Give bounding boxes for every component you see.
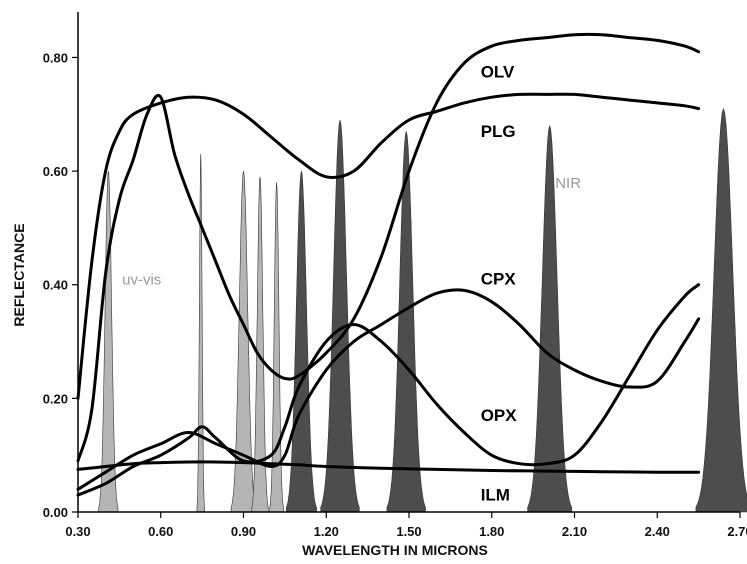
- reflectance-curves: [76, 32, 701, 497]
- axes: 0.30 0.60 0.90 1.20 1.50 1.80 2.10 2.40 2.70 0.00…: [43, 12, 747, 539]
- band-nir-7: [386, 131, 426, 513]
- y-tick-label: 0.60: [43, 164, 68, 179]
- label-cpx: CPX: [481, 270, 517, 289]
- curve-cpx: [76, 288, 701, 491]
- curve-opx: [76, 283, 701, 497]
- band-uvvis-3: [251, 176, 269, 513]
- band-nir-5: [286, 171, 317, 513]
- x-tick-label: 2.10: [562, 524, 587, 539]
- band-uvvis-1: [196, 153, 205, 513]
- x-tick-label: 1.50: [396, 524, 421, 539]
- label-olv: OLV: [481, 62, 515, 81]
- curve-olv: [76, 32, 701, 463]
- region-label-uvvis: uv-vis: [122, 272, 161, 289]
- x-tick-label: 2.70: [727, 524, 747, 539]
- band-uvvis-2: [230, 171, 257, 513]
- band-uvvis-4: [269, 182, 284, 513]
- label-ilm: ILM: [481, 486, 510, 505]
- y-tick-label: 0.40: [43, 278, 68, 293]
- x-tick-label: 0.90: [231, 524, 256, 539]
- y-tick-label: 0.20: [43, 391, 68, 406]
- label-opx: OPX: [481, 406, 518, 425]
- chart-labels: OLV PLG CPX OPX ILM uv-vis NIR: [122, 62, 581, 504]
- band-nir-6: [320, 119, 360, 513]
- x-tick-label: 1.80: [479, 524, 504, 539]
- y-axis-title: REFLECTANCE: [11, 223, 27, 326]
- y-tick-label: 0.80: [43, 50, 68, 65]
- band-nir-9: [695, 107, 747, 513]
- x-tick-label: 0.30: [65, 524, 90, 539]
- region-label-nir: NIR: [555, 175, 581, 192]
- x-tick-label: 2.40: [645, 524, 670, 539]
- x-tick-label: 1.20: [314, 524, 339, 539]
- y-tick-label: 0.00: [43, 505, 68, 520]
- wavelength-bands: [98, 107, 747, 513]
- x-tick-label: 0.60: [148, 524, 173, 539]
- label-plg: PLG: [481, 122, 516, 141]
- curve-ilm: [76, 460, 701, 474]
- curve-plg: [76, 92, 701, 400]
- x-axis-title: WAVELENGTH IN MICRONS: [302, 542, 488, 558]
- band-uvvis-0: [98, 171, 119, 513]
